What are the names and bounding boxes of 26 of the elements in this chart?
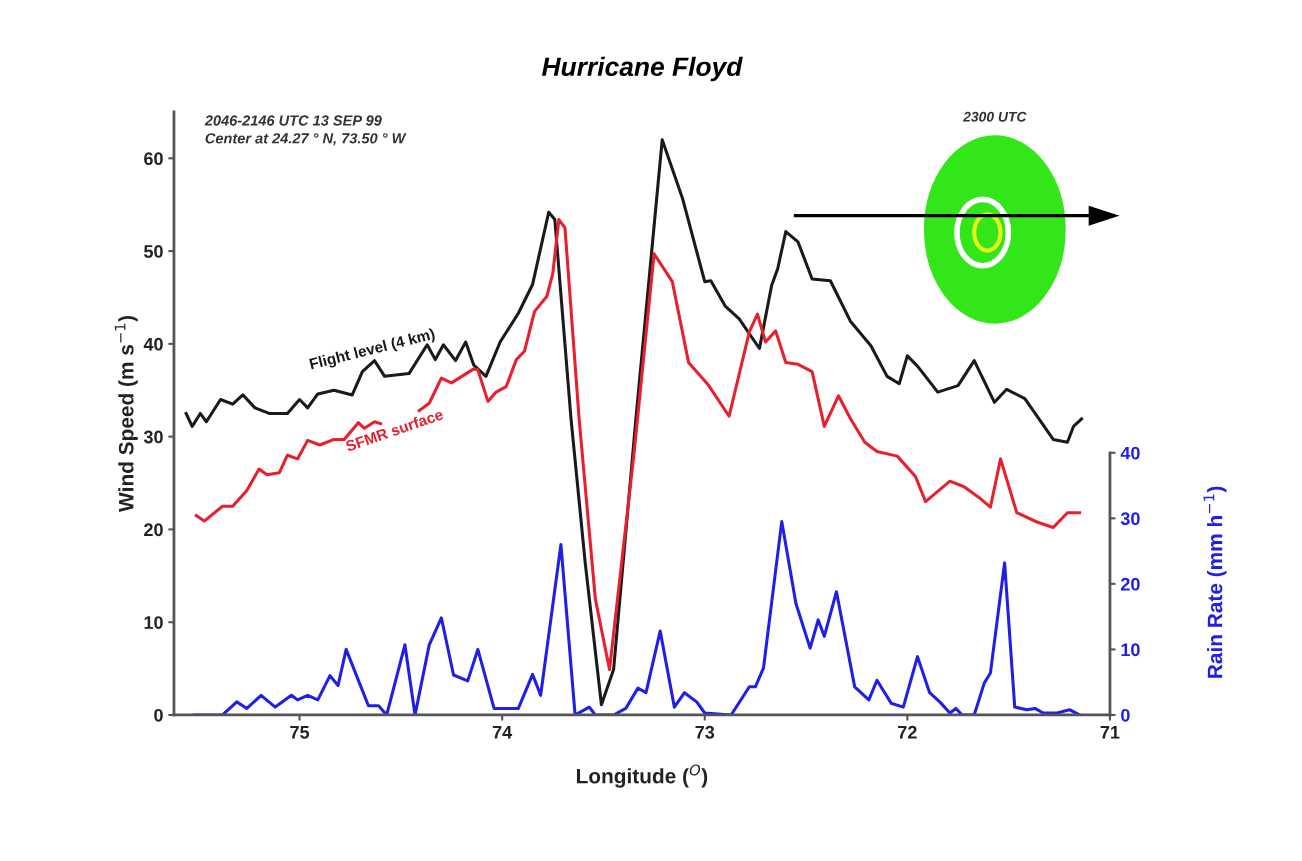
x-tick-label: 71 [1100, 726, 1120, 739]
y2-axis-title: Rain Rate (mm h$^{−1}$) [1203, 486, 1227, 678]
y-tick-label: 20 [144, 523, 163, 537]
y2-tick-label: 0 [1121, 708, 1130, 722]
y2-tick-label: 40 [1120, 446, 1140, 460]
y-tick-label: 0 [154, 708, 163, 722]
text: Flight level (4 km) [309, 327, 436, 373]
x-tick-label: 74 [492, 726, 513, 739]
annotation: 2300 UTC [962, 111, 1027, 122]
x-tick-label: 73 [695, 725, 715, 739]
y2-tick-label: 10 [1121, 643, 1140, 657]
y2-tick-label: 20 [1121, 577, 1140, 591]
y-tick-label: 40 [143, 337, 163, 351]
x-axis-title: Longitude ($^{O}$) [576, 764, 708, 788]
y-axis-title: Wind Speed (m s$^{−1}$) [114, 315, 138, 512]
y2-tick-label: 30 [1120, 512, 1140, 526]
x-tick-label: 75 [290, 726, 310, 739]
x-tick-label: 72 [898, 725, 917, 739]
y-tick-label: 60 [144, 152, 163, 166]
y-tick-label: 50 [144, 245, 163, 258]
y-tick-label: 10 [144, 616, 163, 629]
annotation: 2046-2146 UTC 13 SEP 99 Center at 24.27 ° N, 73.50 ° W [204, 115, 407, 146]
chart-title: Hurricane Floyd [541, 56, 743, 82]
line-series [192, 520, 1082, 715]
text: SFMR surface [344, 408, 444, 452]
y-tick-label: 30 [143, 430, 163, 444]
